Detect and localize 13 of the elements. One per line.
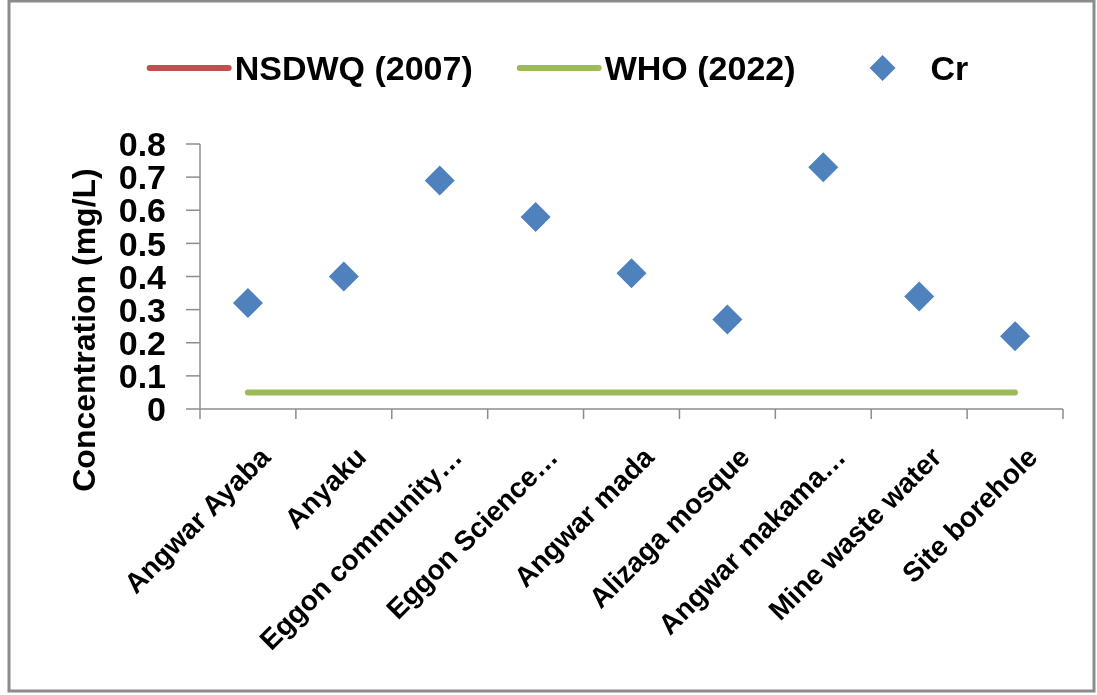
point (424, 165, 455, 196)
legend-label: WHO (2022) (604, 49, 796, 88)
point (808, 152, 839, 183)
legend-label: NSDWQ (2007) (234, 49, 473, 88)
point (232, 288, 263, 318)
point (904, 281, 935, 312)
y-axis-title: Concentration (mg/L) (66, 168, 102, 492)
point (616, 258, 647, 289)
point (1000, 321, 1031, 352)
legend-label: Cr (930, 49, 969, 88)
point (328, 261, 359, 292)
point (520, 201, 551, 232)
point (712, 304, 743, 335)
